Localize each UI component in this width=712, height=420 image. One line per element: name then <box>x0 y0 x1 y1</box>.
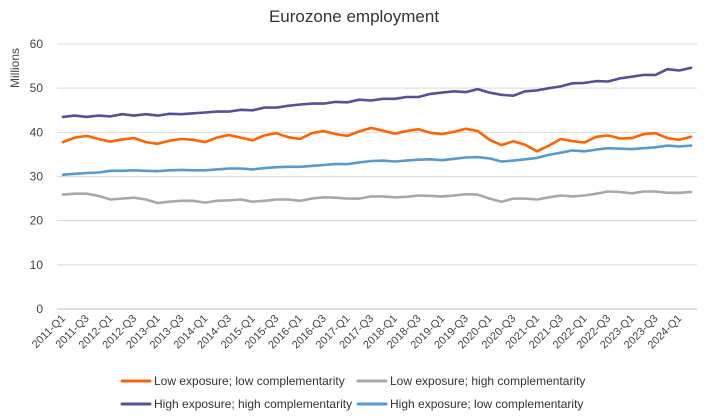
series-line-2 <box>61 190 693 205</box>
series-line-1 <box>61 126 693 153</box>
y-tick-label: 60 <box>30 37 44 51</box>
y-tick-label: 10 <box>30 258 44 272</box>
y-tick-label: 40 <box>30 125 44 139</box>
legend-label: Low exposure; high complementarity <box>390 374 585 388</box>
legend-label: High exposure; low complementarity <box>390 397 583 411</box>
y-tick-label: 50 <box>30 81 44 95</box>
y-axis-label: Millions <box>8 48 22 88</box>
y-axis-ticks: 0 10 20 30 40 50 60 <box>30 37 44 316</box>
x-axis-ticks: 2011-Q12011-Q32012-Q12012-Q32013-Q12013-… <box>30 313 684 352</box>
y-tick-label: 30 <box>30 170 44 184</box>
series-line-4 <box>61 144 693 176</box>
series-lines <box>61 66 693 205</box>
series-line-3 <box>61 66 693 119</box>
legend-label: High exposure; high complementarity <box>154 397 352 411</box>
legend: Low exposure; low complementarity Low exp… <box>120 374 585 411</box>
gridlines <box>57 43 697 310</box>
legend-label: Low exposure; low complementarity <box>154 374 345 388</box>
y-tick-label: 0 <box>36 302 43 316</box>
y-tick-label: 20 <box>30 214 44 228</box>
chart-title: Eurozone employment <box>269 7 439 26</box>
